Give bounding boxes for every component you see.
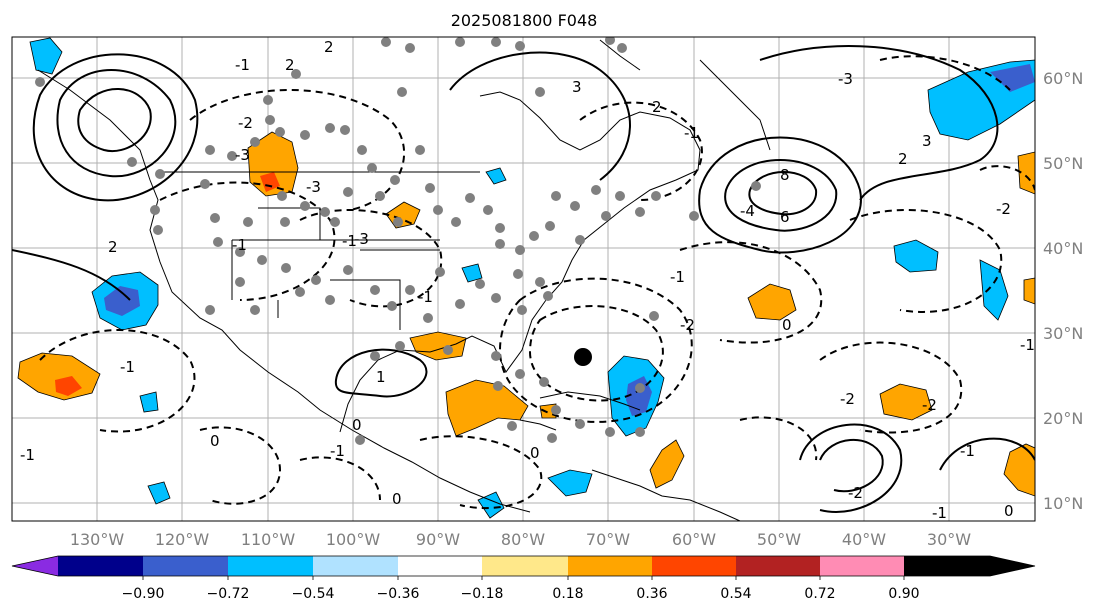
contour-label: -1 [1020, 336, 1035, 354]
colorbar-segment [482, 556, 568, 576]
lon-label: 80°W [501, 530, 545, 549]
colorbar: −0.90 −0.72 −0.54 −0.36 −0.18 0.18 0.36 … [11, 555, 1036, 602]
contour-label: -2 [996, 200, 1011, 218]
contour-label: 2 [652, 98, 662, 116]
contour-label: -2 [680, 316, 695, 334]
map-panel: 2 2 -1 -3 -2 -3 -1 -1 -3 3 2 -1 8 6 -4 -… [12, 37, 1035, 522]
contour-label: -1 [418, 288, 433, 306]
lat-label: 50°N [1043, 154, 1083, 173]
colorbar-segment [143, 556, 228, 576]
colorbar-tick-label: −0.36 [377, 586, 420, 602]
contour-label: -1 [232, 236, 247, 254]
lon-label: 30°W [927, 530, 971, 549]
contour-label: -1 [20, 446, 35, 464]
lon-label: 90°W [416, 530, 460, 549]
colorbar-segment [398, 556, 482, 576]
colorbar-segment [313, 556, 398, 576]
colorbar-tick-label: 0.90 [888, 586, 919, 602]
colorbar-segment [736, 556, 820, 576]
colorbar-max-extend [904, 556, 1035, 576]
colorbar-tick-label: 0.18 [552, 586, 583, 602]
contour-label: 0 [1004, 502, 1014, 520]
contour-label: -1 [342, 232, 357, 250]
lon-label: 100°W [326, 530, 381, 549]
contour-label: 3 [572, 78, 582, 96]
colorbar-tick-label: −0.72 [207, 586, 250, 602]
contour-label: -2 [922, 396, 937, 414]
contour-label: 0 [352, 416, 362, 434]
lat-label: 30°N [1043, 324, 1083, 343]
lat-label: 10°N [1043, 494, 1083, 513]
colorbar-segment [228, 556, 313, 576]
colorbar-tick-label: −0.90 [122, 586, 165, 602]
shaded-anomalies [17, 37, 1035, 519]
colorbar-segment [58, 556, 143, 576]
colorbar-tick-label: 0.36 [636, 586, 667, 602]
contour-label: -1 [235, 56, 250, 74]
contour-label: -1 [960, 442, 975, 460]
lon-label: 110°W [241, 530, 296, 549]
station-dots [35, 37, 761, 445]
contour-label: 2 [324, 38, 334, 56]
lon-label: 120°W [155, 530, 210, 549]
contour-label: -2 [840, 390, 855, 408]
coastlines [37, 39, 771, 521]
lon-label: 130°W [70, 530, 125, 549]
map-title: 2025081800 F048 [451, 11, 598, 30]
contour-label: 8 [780, 166, 790, 184]
lon-label: 60°W [672, 530, 716, 549]
lon-label: 70°W [586, 530, 630, 549]
lon-label: 40°W [842, 530, 886, 549]
contour-label: -3 [354, 230, 369, 248]
colorbar-min-extend [12, 556, 58, 576]
map-frame [11, 36, 1036, 522]
contour-label: 2 [285, 56, 295, 74]
contour-label: -1 [670, 268, 685, 286]
lat-label: 40°N [1043, 239, 1083, 258]
contour-label: 0 [210, 432, 220, 450]
contour-label: -3 [235, 146, 250, 164]
colorbar-tick-label: −0.18 [461, 586, 504, 602]
lat-label: 20°N [1043, 409, 1083, 428]
contour-label: -1 [684, 124, 699, 142]
contour-label: 2 [898, 150, 908, 168]
location-marker [574, 348, 592, 366]
contour-label: -4 [740, 202, 755, 220]
lon-label: 50°W [757, 530, 801, 549]
contour-label: 2 [108, 238, 118, 256]
colorbar-segment [568, 556, 652, 576]
contour-label: -2 [238, 114, 253, 132]
contour-label: 0 [392, 490, 402, 508]
colorbar-segment [820, 556, 904, 576]
contour-label: -1 [330, 442, 345, 460]
contour-label: 3 [922, 132, 932, 150]
colorbar-tick-label: 0.72 [804, 586, 835, 602]
latitude-labels: 60°N 50°N 40°N 30°N 20°N 10°N [1043, 69, 1083, 513]
contour-label: -1 [932, 504, 947, 522]
contour-label: 0 [530, 444, 540, 462]
contour-label: 6 [780, 208, 790, 226]
contour-label-group: 2 2 -1 -3 -2 -3 -1 -1 -3 3 2 -1 8 6 -4 -… [20, 38, 1035, 522]
contour-label: -2 [848, 484, 863, 502]
contour-label: -3 [838, 70, 853, 88]
lat-label: 60°N [1043, 69, 1083, 88]
contour-label: 1 [376, 368, 386, 386]
contour-label: -1 [120, 358, 135, 376]
colorbar-tick-label: 0.54 [720, 586, 751, 602]
colorbar-tick-label: −0.54 [292, 586, 335, 602]
longitude-labels: 130°W 120°W 110°W 100°W 90°W 80°W 70°W 6… [70, 530, 971, 549]
contour-label: 0 [782, 316, 792, 334]
colorbar-segment [652, 556, 736, 576]
contour-label: -3 [306, 178, 321, 196]
